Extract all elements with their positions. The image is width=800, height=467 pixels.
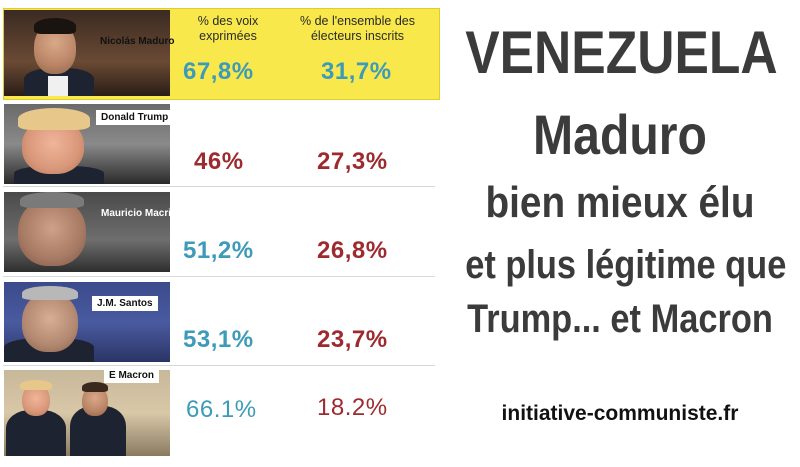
headline-line5: Trump... et Macron — [467, 297, 773, 341]
value-voix: 66.1% — [186, 396, 257, 423]
row-divider — [3, 365, 435, 366]
name-label: Mauricio Macri — [101, 208, 172, 219]
photo-trump — [4, 104, 170, 184]
headline-line4: et plus légitime que — [465, 243, 787, 287]
name-label: E Macron — [104, 368, 160, 383]
value-voix: 67,8% — [183, 58, 254, 85]
headline-maduro: Maduro — [533, 103, 707, 166]
name-label: J.M. Santos — [92, 296, 158, 311]
name-label: Nicolás Maduro — [100, 36, 175, 47]
value-voix: 46% — [194, 148, 244, 175]
value-voix: 53,1% — [183, 326, 254, 353]
value-inscrits: 31,7% — [321, 58, 392, 85]
header-electeurs-inscrits: % de l'ensemble des électeurs inscrits — [300, 14, 415, 43]
results-table: Nicolás Maduro % des voix exprimées % de… — [3, 8, 440, 456]
site-url[interactable]: initiative-communiste.fr — [501, 402, 739, 425]
row-divider — [3, 186, 435, 187]
photo-macri — [4, 192, 170, 272]
value-inscrits: 26,8% — [317, 237, 388, 264]
photo-santos — [4, 282, 170, 362]
value-voix: 51,2% — [183, 237, 254, 264]
headline-panel: VENEZUELA Maduro bien mieux élu et plus … — [440, 0, 800, 467]
value-inscrits: 18.2% — [317, 394, 388, 421]
headline-line3: bien mieux élu — [485, 178, 755, 227]
photo-maduro — [4, 10, 170, 96]
row-divider — [3, 276, 435, 277]
header-voix-exprimees: % des voix exprimées — [197, 14, 259, 43]
value-inscrits: 23,7% — [317, 326, 388, 353]
name-label: Donald Trump — [96, 110, 174, 125]
value-inscrits: 27,3% — [317, 148, 388, 175]
photo-macron — [4, 370, 170, 456]
headline-country: VENEZUELA — [465, 19, 778, 86]
